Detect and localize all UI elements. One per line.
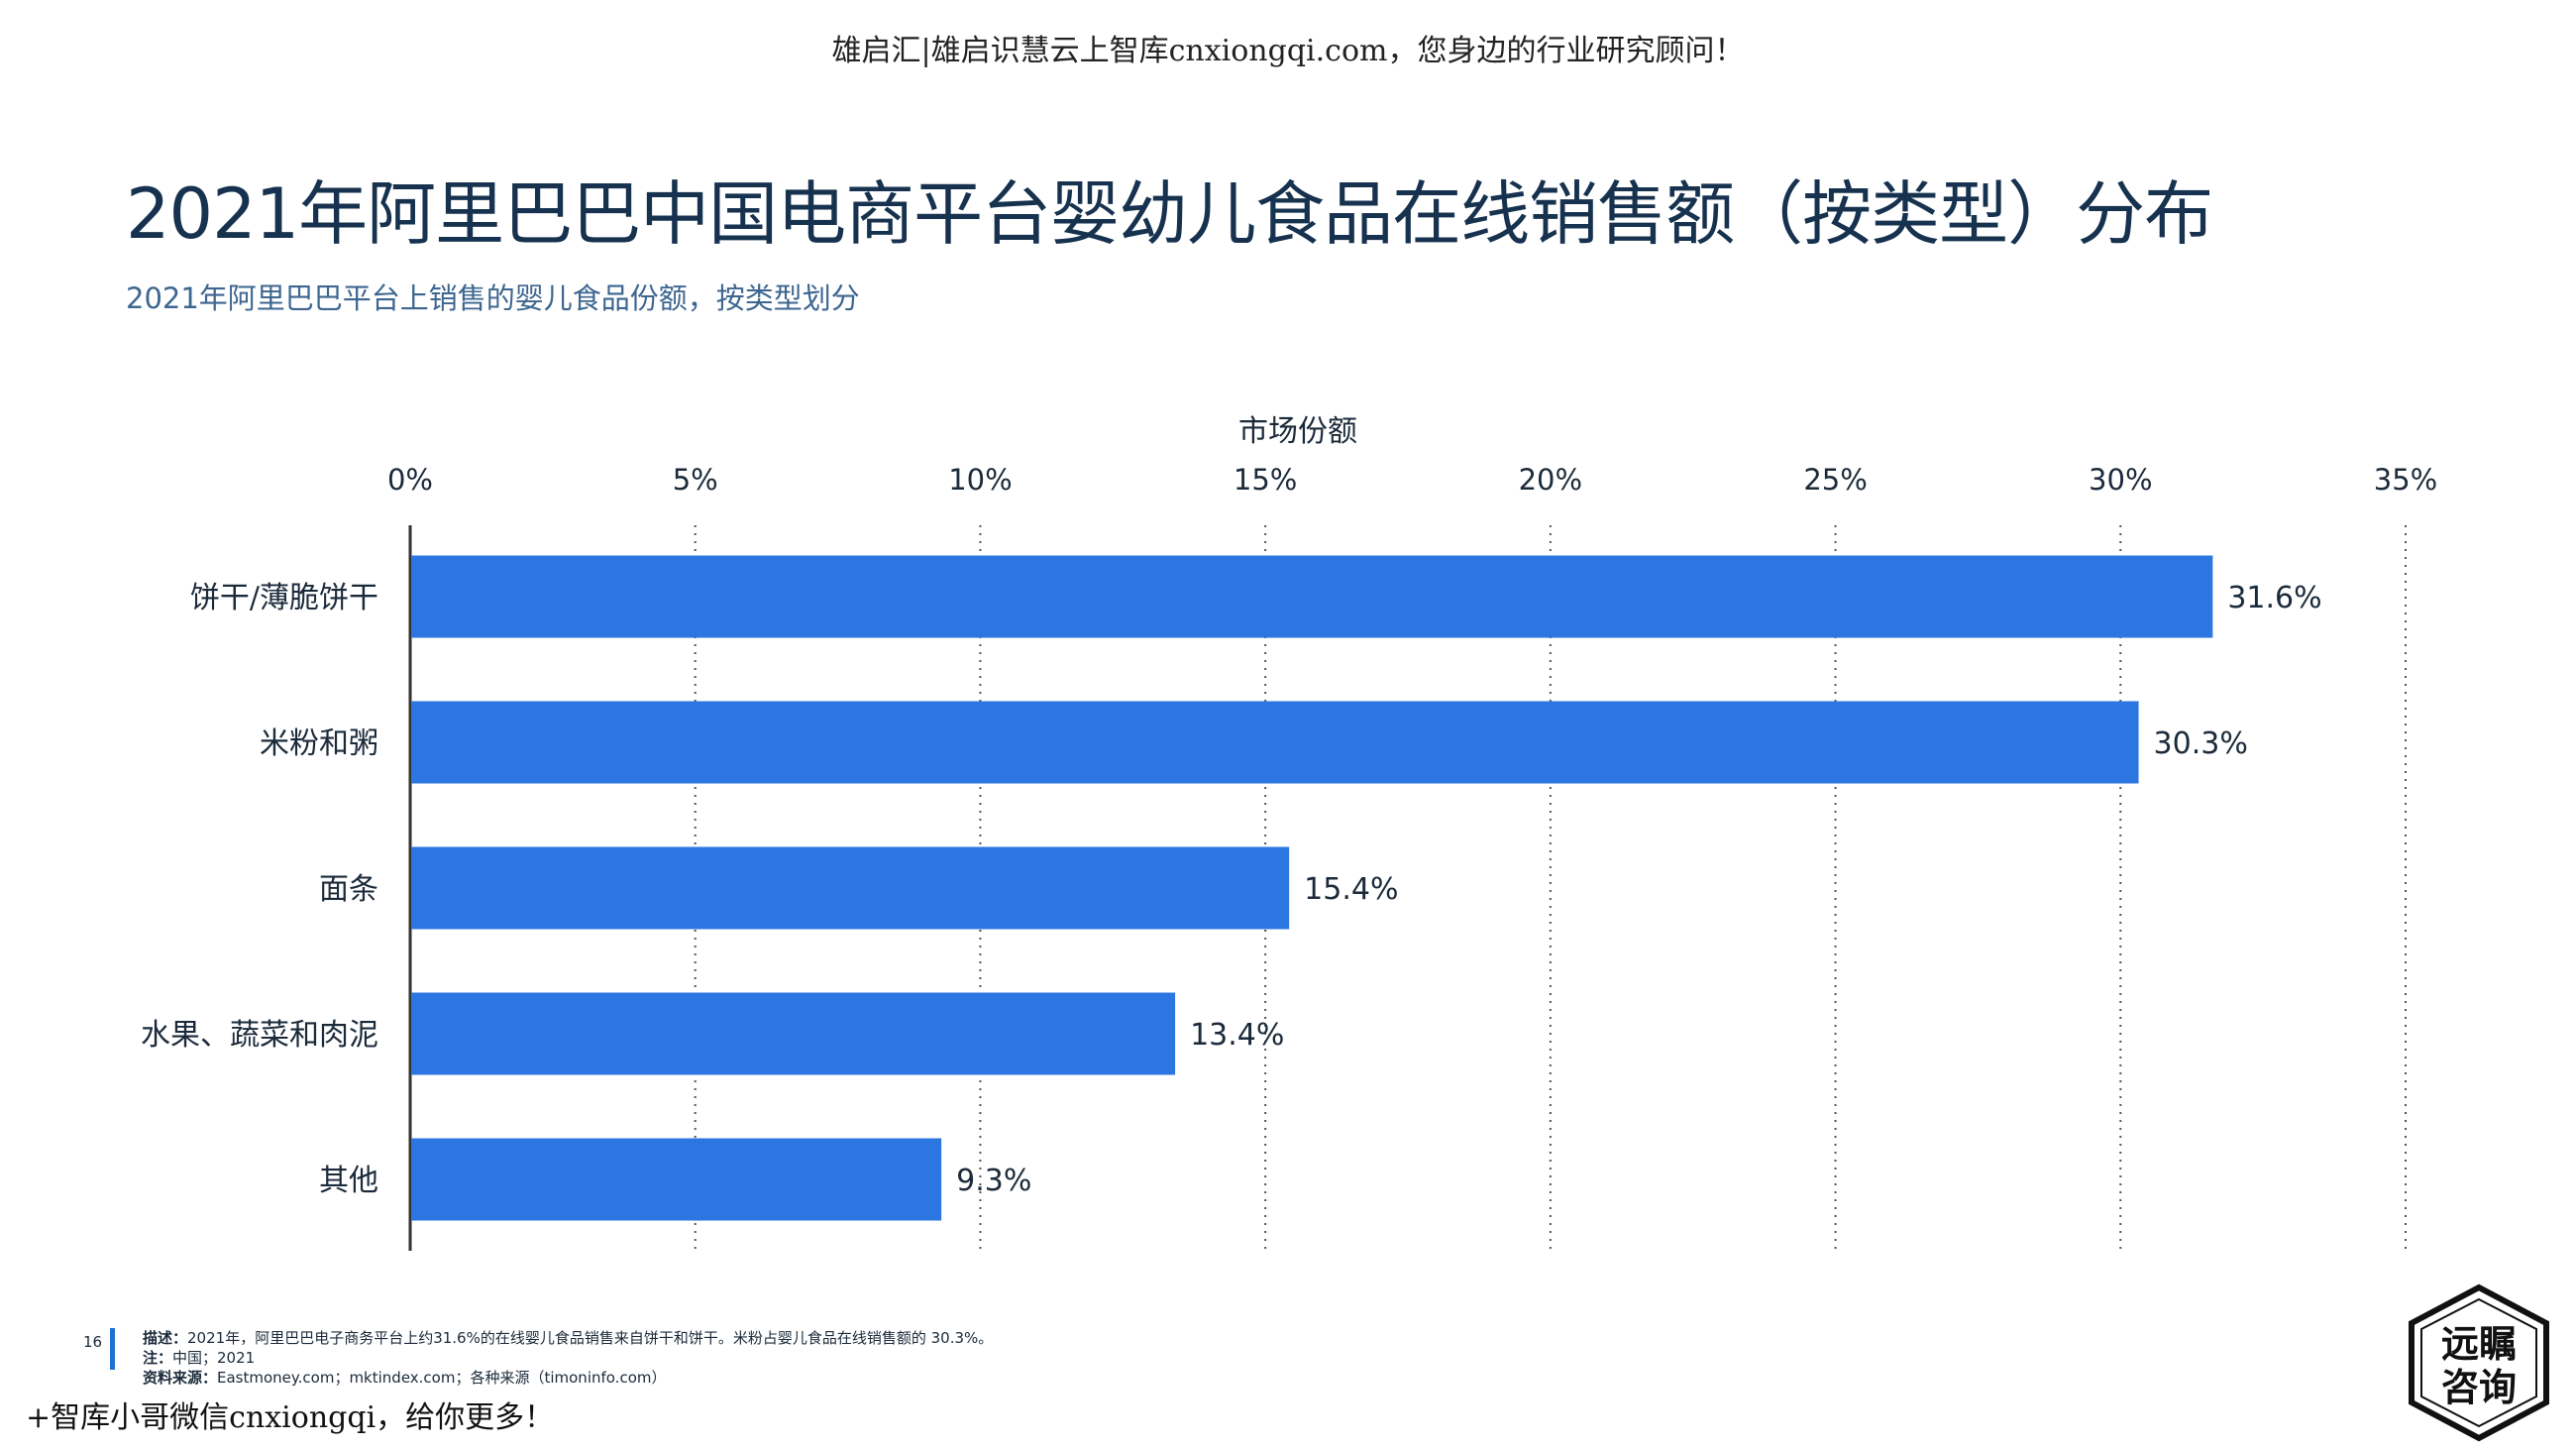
x-tick-label: 20% (1519, 463, 1582, 497)
bar (411, 992, 1176, 1075)
bar (411, 846, 1290, 930)
footer-description: 描述：2021年，阿里巴巴电子商务平台上约31.6%的在线婴儿食品销售来自饼干和… (143, 1329, 994, 1347)
bar (411, 701, 2139, 784)
footer-accent-bar (110, 1328, 115, 1370)
value-label: 9.3% (956, 1164, 1031, 1198)
x-tick-label: 10% (948, 463, 1012, 497)
page-subtitle: 2021年阿里巴巴平台上销售的婴儿食品份额，按类型划分 (126, 281, 860, 315)
category-label: 饼干/薄脆饼干 (190, 581, 378, 615)
svg-text:远瞩: 远瞩 (2441, 1322, 2517, 1366)
x-tick-label: 25% (1803, 463, 1867, 497)
page-title: 2021年阿里巴巴中国电商平台婴幼儿食品在线销售额（按类型）分布 (126, 173, 2213, 255)
x-tick-label: 35% (2374, 463, 2437, 497)
footer-note: 注：中国；2021 (143, 1349, 256, 1367)
value-label: 31.6% (2227, 581, 2321, 615)
value-label: 13.4% (1190, 1018, 1284, 1053)
category-label: 米粉和粥 (260, 726, 378, 761)
bar (411, 555, 2213, 638)
category-label: 水果、蔬菜和肉泥 (141, 1018, 378, 1053)
x-tick-label: 30% (2089, 463, 2152, 497)
category-label: 面条 (319, 872, 378, 907)
x-tick-label: 15% (1234, 463, 1297, 497)
bar-chart: 0% 5% 10% 15% 20% 25% 30% 35% 饼干/薄脆饼干 31.6% 米粉和粥 30… (141, 463, 2437, 1251)
x-tick-label: 5% (673, 463, 718, 497)
bar (411, 1138, 942, 1221)
value-label: 30.3% (2154, 726, 2248, 761)
x-tick-label: 0% (387, 463, 433, 497)
watermark-banner: 雄启汇|雄启识慧云上智库cnxiongqi.com，您身边的行业研究顾问！ (831, 34, 1745, 68)
promo-text: +智库小哥微信cnxiongqi，给你更多！ (26, 1400, 555, 1435)
value-label: 15.4% (1304, 872, 1398, 907)
page-number: 16 (83, 1333, 103, 1351)
brand-logo: 远瞩 咨询 (2409, 1283, 2549, 1442)
category-label: 其他 (319, 1164, 378, 1198)
x-axis-label: 市场份额 (1238, 414, 1357, 449)
svg-text:咨询: 咨询 (2441, 1366, 2517, 1409)
footer-source: 资料来源：Eastmoney.com；mktindex.com；各种来源（tim… (143, 1369, 667, 1387)
